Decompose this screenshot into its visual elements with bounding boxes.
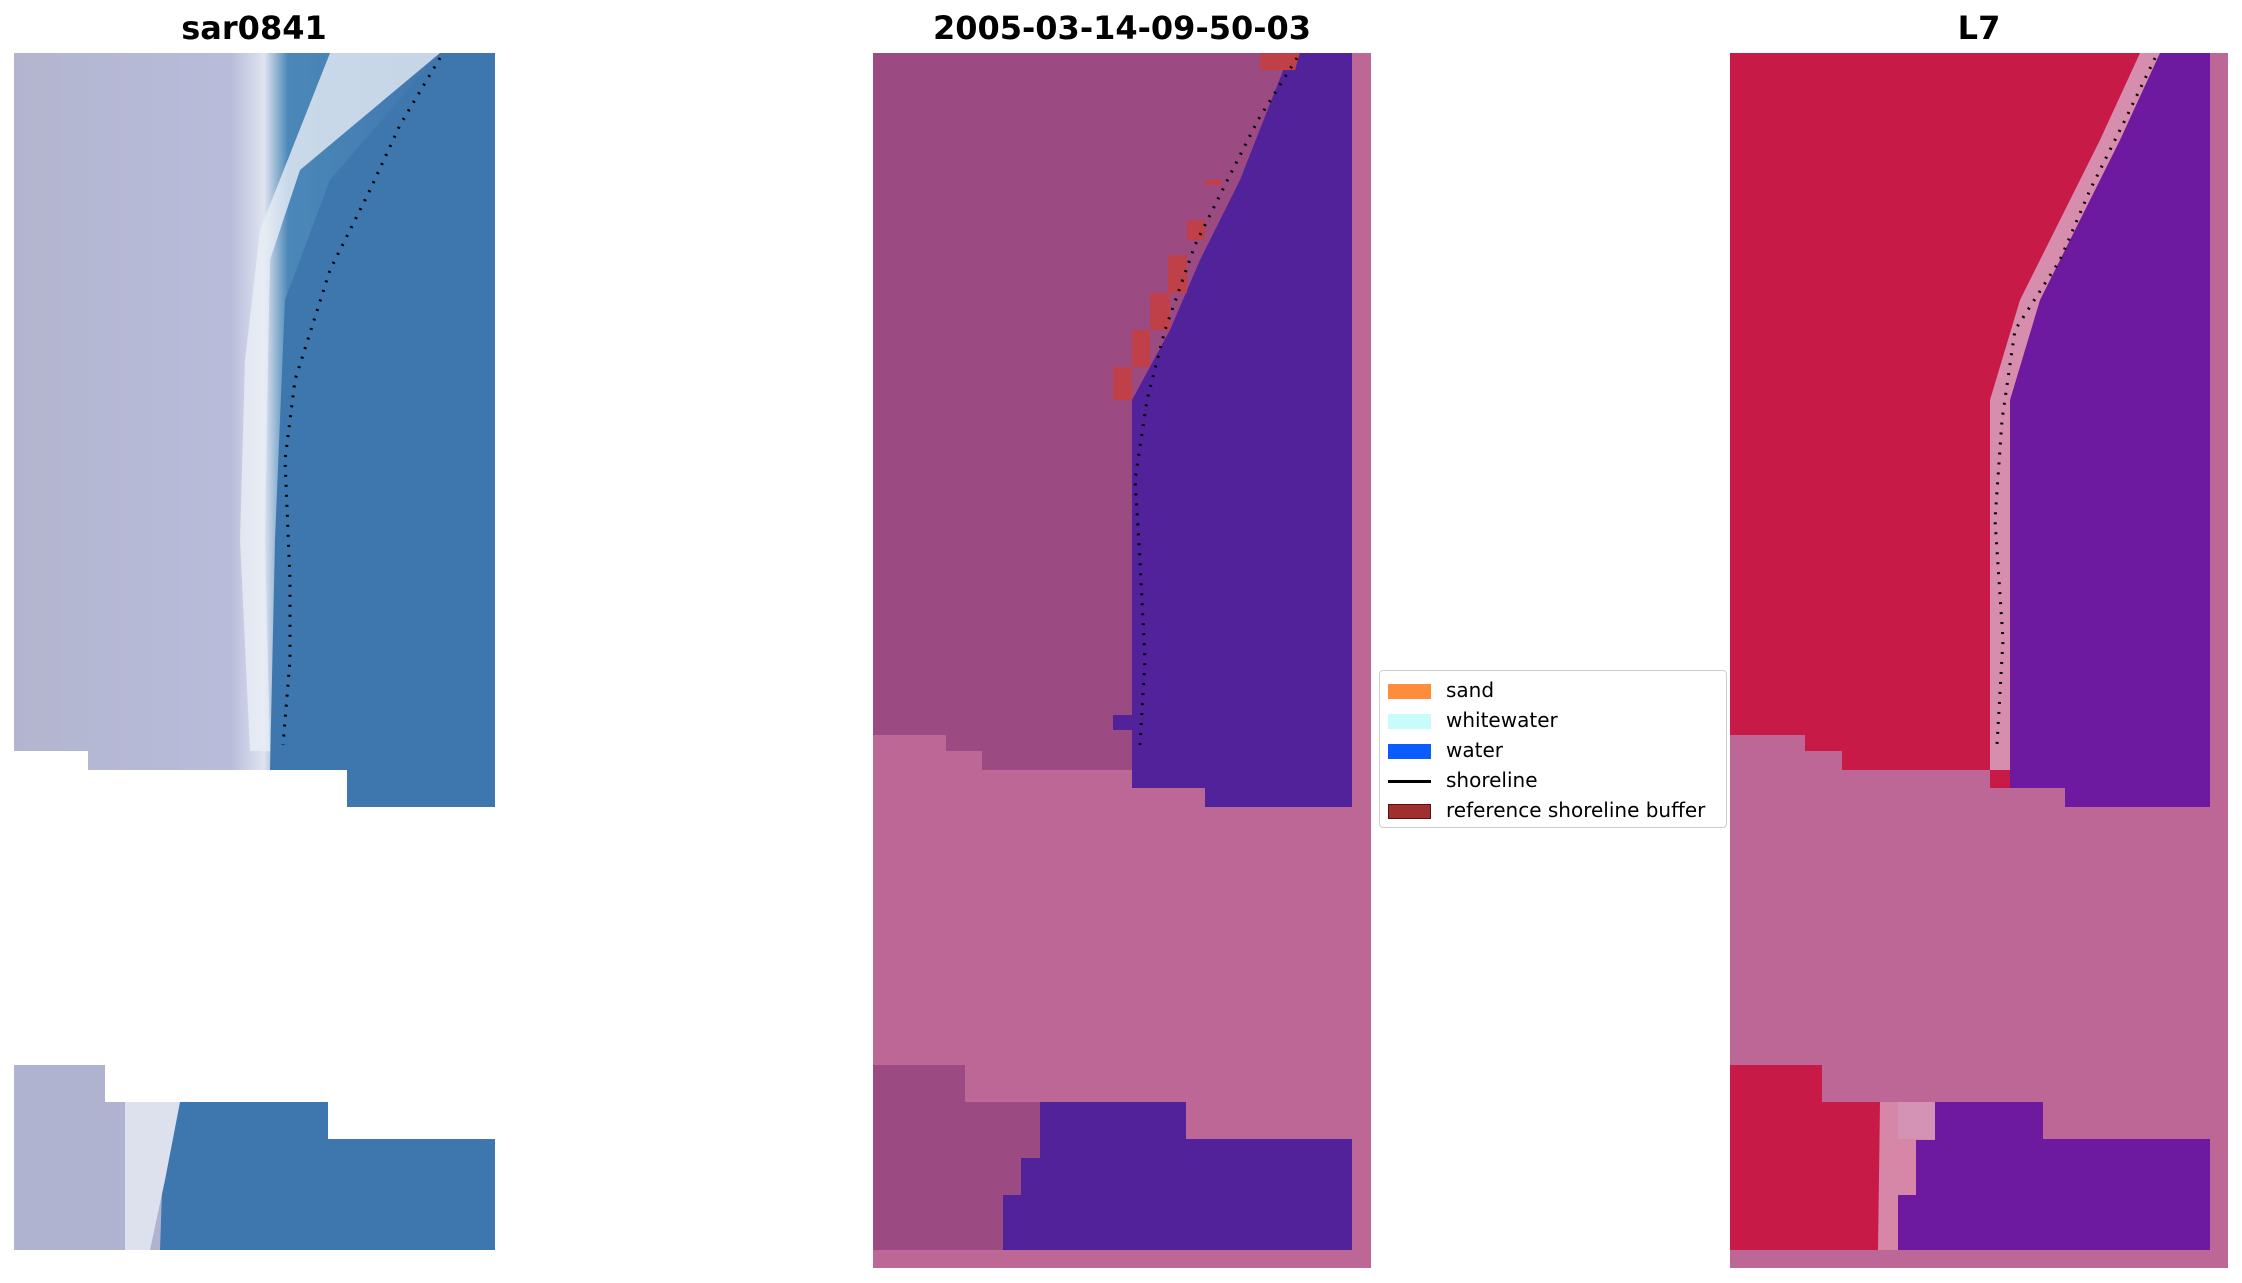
index-bottom-transition bbox=[1878, 1102, 1935, 1250]
rgb-beach-band bbox=[240, 53, 440, 751]
legend-item-sand: sand bbox=[1380, 675, 1726, 705]
legend-label-reference-shoreline-buffer: reference shoreline buffer bbox=[1446, 798, 1706, 822]
classified-water-region bbox=[1113, 53, 1352, 807]
legend-label-whitewater: whitewater bbox=[1446, 708, 1558, 732]
legend-item-reference-shoreline-buffer: reference shoreline buffer bbox=[1380, 795, 1726, 825]
index-bottom-water bbox=[1898, 1102, 2210, 1250]
rgb-shoreline bbox=[281, 57, 442, 746]
index-water-region bbox=[2010, 53, 2210, 807]
rgb-bottom-beach bbox=[125, 1102, 180, 1250]
rgb-bottom-water bbox=[160, 1102, 495, 1250]
legend-item-shoreline: shoreline bbox=[1380, 765, 1726, 795]
legend-label-shoreline: shoreline bbox=[1446, 768, 1538, 792]
legend-item-whitewater: whitewater bbox=[1380, 705, 1726, 735]
legend-swatch-buffer bbox=[1388, 804, 1431, 819]
rgb-water-region bbox=[270, 53, 495, 807]
classified-bottom-water bbox=[1003, 1102, 1352, 1250]
legend-label-sand: sand bbox=[1446, 678, 1495, 702]
legend-swatch-sand bbox=[1388, 684, 1431, 699]
legend-line-shoreline bbox=[1388, 780, 1431, 783]
panel-title-index: L7 bbox=[1957, 9, 2001, 47]
index-transition-band bbox=[1990, 53, 2160, 770]
legend: sand whitewater water shoreline referenc… bbox=[1379, 670, 1727, 828]
panel-title-classified: 2005-03-14-09-50-03 bbox=[932, 9, 1312, 47]
legend-item-water: water bbox=[1380, 735, 1726, 765]
legend-label-water: water bbox=[1446, 738, 1503, 762]
classified-buffer-region bbox=[1113, 53, 1300, 400]
panel-title-rgb: sar0841 bbox=[181, 9, 327, 47]
legend-swatch-whitewater bbox=[1388, 714, 1431, 729]
legend-swatch-water bbox=[1388, 744, 1431, 759]
